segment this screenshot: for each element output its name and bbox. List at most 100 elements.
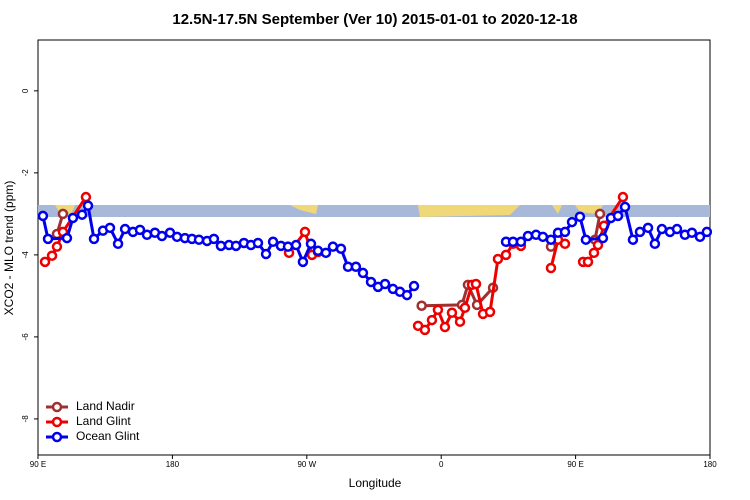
land-patch bbox=[418, 205, 520, 217]
data-point bbox=[57, 208, 69, 220]
x-tick-label: 180 bbox=[703, 460, 717, 469]
data-point bbox=[401, 289, 413, 301]
data-point bbox=[260, 248, 272, 260]
data-point bbox=[580, 234, 592, 245]
data-point bbox=[559, 226, 571, 238]
data-point bbox=[297, 256, 309, 268]
data-point bbox=[582, 256, 594, 268]
data-point bbox=[594, 208, 606, 220]
data-point bbox=[566, 216, 578, 228]
data-point bbox=[592, 239, 604, 251]
x-tick-label: 90 W bbox=[297, 460, 316, 469]
data-point bbox=[193, 234, 205, 245]
y-tick-label: -4 bbox=[21, 251, 30, 259]
data-point bbox=[365, 276, 377, 288]
data-point bbox=[215, 240, 227, 252]
data-point bbox=[80, 191, 92, 203]
legend-marker bbox=[51, 431, 63, 443]
data-point bbox=[335, 243, 347, 254]
y-tick-label: 0 bbox=[21, 88, 30, 93]
data-point bbox=[559, 238, 571, 250]
y-tick-label: -8 bbox=[21, 415, 30, 423]
data-point bbox=[619, 201, 631, 213]
data-point bbox=[51, 241, 63, 252]
data-point bbox=[537, 231, 549, 243]
data-point bbox=[597, 232, 609, 244]
data-point bbox=[88, 233, 100, 245]
data-point bbox=[67, 212, 79, 224]
data-point bbox=[320, 247, 332, 259]
data-point bbox=[470, 278, 482, 290]
data-point bbox=[156, 230, 168, 242]
land-patch bbox=[552, 205, 562, 214]
data-point bbox=[686, 227, 698, 238]
data-point bbox=[282, 241, 294, 252]
ocean-strip bbox=[38, 205, 710, 217]
legend-marker bbox=[51, 416, 63, 428]
data-point bbox=[350, 261, 362, 273]
data-point bbox=[454, 316, 466, 327]
data-point bbox=[299, 226, 311, 238]
legend-label: Land Nadir bbox=[76, 399, 135, 413]
data-point bbox=[208, 233, 220, 245]
data-point bbox=[416, 300, 427, 311]
data-point bbox=[112, 238, 124, 250]
data-point bbox=[500, 249, 512, 261]
data-point bbox=[694, 231, 706, 243]
data-point bbox=[82, 200, 94, 211]
data-point bbox=[656, 223, 668, 235]
x-axis-label: Longitude bbox=[349, 476, 402, 490]
map-strip bbox=[38, 205, 710, 217]
data-point bbox=[267, 236, 279, 248]
data-point bbox=[419, 324, 431, 336]
data-point bbox=[305, 238, 317, 250]
data-point bbox=[484, 306, 496, 318]
data-point bbox=[104, 222, 116, 234]
series-line bbox=[41, 201, 416, 297]
data-point bbox=[612, 210, 624, 222]
y-axis-label: XCO2 - MLO trend (ppm) bbox=[2, 181, 16, 316]
land-patch bbox=[290, 205, 318, 214]
legend-marker bbox=[51, 401, 63, 413]
data-point bbox=[61, 232, 73, 244]
data-point bbox=[327, 241, 339, 252]
data-point bbox=[627, 234, 639, 245]
data-point bbox=[545, 234, 557, 245]
data-point bbox=[634, 226, 646, 238]
data-point bbox=[701, 226, 713, 238]
data-point bbox=[432, 304, 444, 316]
legend-label: Land Glint bbox=[76, 414, 131, 428]
data-point bbox=[408, 280, 420, 292]
data-point bbox=[39, 256, 51, 268]
data-point bbox=[379, 278, 391, 290]
data-point bbox=[290, 239, 302, 251]
data-point bbox=[492, 253, 504, 265]
data-point bbox=[588, 247, 600, 259]
data-point bbox=[171, 231, 183, 243]
data-point bbox=[76, 209, 88, 220]
x-tick-label: 90 E bbox=[30, 460, 46, 469]
x-tick-label: 90 E bbox=[567, 460, 583, 469]
data-point bbox=[671, 223, 683, 235]
data-point bbox=[37, 210, 49, 222]
data-point bbox=[252, 237, 264, 249]
data-point bbox=[42, 233, 54, 245]
chart-title: 12.5N-17.5N September (Ver 10) 2015-01-0… bbox=[172, 11, 577, 28]
y-tick-label: -6 bbox=[21, 333, 30, 341]
data-point bbox=[46, 250, 58, 261]
data-point bbox=[439, 321, 451, 333]
legend-label: Ocean Glint bbox=[76, 429, 140, 443]
data-point bbox=[574, 211, 586, 222]
data-point bbox=[522, 230, 534, 242]
x-tick-label: 0 bbox=[439, 460, 444, 469]
data-point bbox=[357, 267, 369, 279]
data-point bbox=[642, 222, 654, 234]
data-point bbox=[649, 238, 661, 250]
y-tick-label: -2 bbox=[21, 169, 30, 177]
data-point bbox=[426, 314, 438, 326]
data-point bbox=[617, 191, 629, 203]
data-point bbox=[134, 224, 146, 236]
data-point bbox=[459, 302, 471, 314]
data-point bbox=[515, 236, 527, 248]
